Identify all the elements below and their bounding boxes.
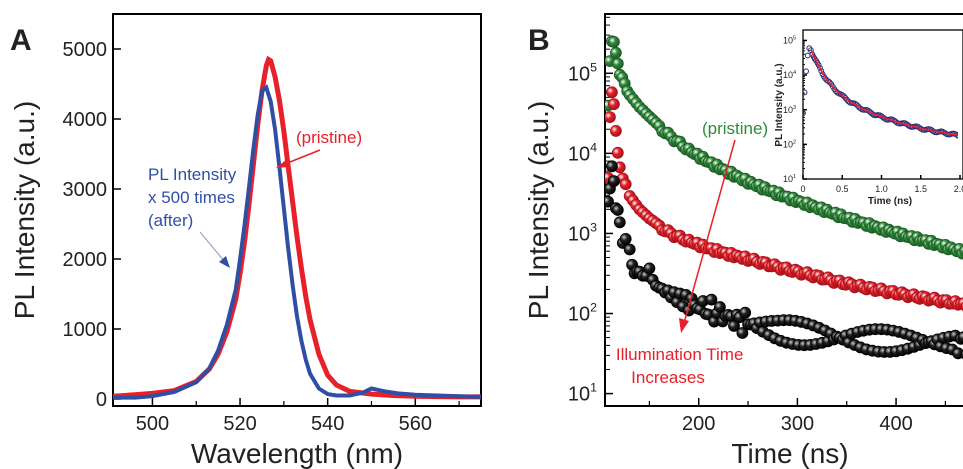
illumination-annotation: Illumination Time Increases [616,345,748,387]
black-decay-point [619,232,632,245]
after-annotation-line-1: PL Intensity [148,165,237,184]
pristine-decay-point [608,36,620,48]
inset-decay-point [825,78,831,84]
x-tick-label: 520 [223,413,256,435]
red-decay-point [610,124,622,137]
panel-b-frame [604,13,963,407]
panel-label-a: A [10,24,32,57]
inset-decay-point [817,65,823,71]
inset-decay-point [803,110,806,116]
panel-a-x-label: Wavelength (nm) [191,438,403,469]
black-decay-point [623,243,636,256]
inset-background [798,26,963,188]
x-tick-label: 300 [781,413,814,435]
black-decay-point [957,331,963,343]
panel-b-axes: 200 300 400 101 102 103 104 105 Time (ns) PL I… [523,13,963,469]
inset-x-label: Time (ns) [868,196,912,207]
after-annotation-line-3: (after) [148,211,193,230]
black-decay-point [705,293,718,306]
inset-fit-line [810,49,958,137]
y-tick-label: 3000 [63,179,108,201]
y-tick-label: 101 [568,381,597,406]
black-decay-point [606,160,618,173]
after-annotation-line-2: x 500 times [148,188,235,207]
y-tick-label: 105 [783,36,796,46]
x-tick-label: 200 [682,413,715,435]
pristine-decay-point [610,46,622,59]
y-tick-label: 103 [783,105,796,115]
x-tick-label: 1.0 [875,184,888,194]
x-tick-label: 0 [800,184,805,194]
inset-decay-point [855,103,861,109]
y-tick-label: 5000 [63,39,108,61]
pristine-decay-annotation: (pristine) [702,119,768,138]
red-decay-point [606,86,618,99]
black-decay-point [736,327,749,339]
y-tick-label: 2000 [63,249,108,271]
illumination-arrow-head [679,318,689,333]
y-tick-label: 4000 [63,109,108,131]
red-decay-point [605,111,616,123]
black-decay-point [605,195,614,208]
black-decay-point [613,216,626,229]
y-tick-label: 104 [783,70,796,80]
black-decay-point [728,319,740,332]
panel-a-y-label: PL Intensity (a.u.) [9,101,40,319]
x-tick-label: 540 [311,413,344,435]
y-tick-label: 101 [783,174,796,184]
inset-decay-point [955,133,958,139]
y-tick-label: 0 [96,389,107,411]
inset-decay-point [803,89,808,96]
black-decay-point [952,347,963,360]
illumination-annotation-line-1: Illumination Time [616,345,744,364]
pristine-decay-point [611,57,624,70]
inset-decay-point [818,68,825,74]
y-tick-label: 105 [568,60,597,85]
pristine-arrow-head [276,159,288,168]
y-tick-label: 1000 [63,319,108,341]
y-tick-label: 102 [783,139,796,149]
panel-a-frame [112,13,482,407]
illumination-annotation-line-2: Increases [631,368,705,387]
after-arrow-head [219,256,230,268]
after-annotation-arrow [199,231,226,263]
panel-b-y-label: PL Intensity (a.u.) [523,101,554,319]
inset-decay-point [839,92,846,98]
y-tick-label: 104 [568,140,597,165]
x-tick-label: 0.5 [836,184,849,194]
inset-decay-point [844,96,850,103]
black-decay-point [643,262,656,275]
illumination-arrow [683,139,736,324]
inset-y-label: PL Intensity (a.u.) [774,63,785,146]
x-tick-label: 400 [879,413,912,435]
inset-decay-point [803,68,809,75]
panel-b-x-label: Time (ns) [731,438,848,469]
panel-a-axes: 500 520 540 560 0 1000 2000 3000 4000 5000 Wavel… [9,13,482,469]
pristine-annotation: (pristine) [296,128,362,147]
x-tick-label: 1.5 [914,184,927,194]
red-decay-point [611,146,624,159]
black-decay-point [739,306,752,319]
red-decay-point [619,178,632,191]
y-tick-label: 102 [568,301,597,326]
inset-frame [802,29,963,180]
black-decay-point [608,175,620,188]
x-tick-label: 2.0 [954,184,963,194]
after-annotation: PL Intensity x 500 times (after) [148,165,241,230]
black-decay-point [611,204,624,216]
x-tick-label: 560 [399,413,432,435]
after-spectrum-line [113,84,481,400]
pristine-decay-point [959,245,963,257]
x-tick-label: 500 [136,413,169,435]
red-decay-point [608,98,620,111]
panel-label-b: B [528,24,550,57]
y-tick-label: 103 [568,220,597,245]
black-decay-point [714,301,726,313]
